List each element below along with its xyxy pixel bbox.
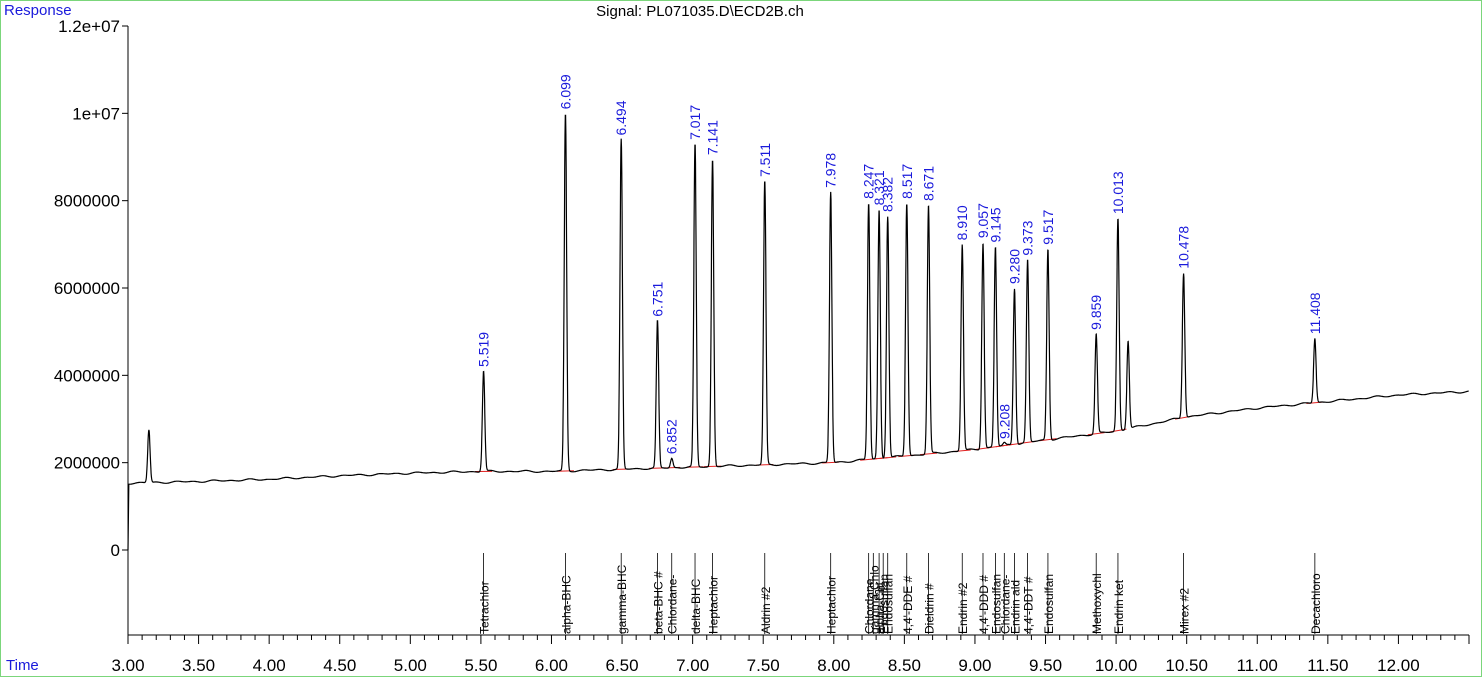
peak-labels: 5.519 6.099 6.494 6.751 6.852 7.017 7.141 7.511… <box>476 74 1323 454</box>
y-tick-label: 6000000 <box>54 279 120 298</box>
compound-label: 4,4'-DDE # <box>901 575 915 634</box>
x-tick-label: 8.50 <box>888 656 921 675</box>
compound-label: Aldrin #2 <box>759 586 773 634</box>
peak-label: 8.671 <box>921 166 937 201</box>
peak-label: 6.852 <box>664 419 680 454</box>
peak-label: 8.910 <box>954 205 970 240</box>
compound-label: delta-BHC <box>689 578 703 634</box>
peak-label: 7.017 <box>687 105 703 140</box>
peak-label: 6.494 <box>613 100 629 135</box>
compound-label: Endrin #2 <box>956 582 970 634</box>
axes: 0 2000000 4000000 6000000 8000000 1e+07 1.2e+0… <box>54 17 1470 675</box>
x-tick-label: 7.50 <box>747 656 780 675</box>
peak-label: 9.208 <box>996 404 1012 439</box>
peak-label: 7.141 <box>705 120 721 155</box>
chart-title: Signal: PL071035.D\ECD2B.ch <box>596 3 804 20</box>
compound-label: Decachloro <box>1309 573 1323 634</box>
peak-label: 8.382 <box>880 177 896 212</box>
compound-label: Chlordane- <box>998 575 1012 634</box>
x-tick-label: 5.00 <box>394 656 427 675</box>
x-tick-label: 6.00 <box>535 656 568 675</box>
y-axis-title: Response <box>4 2 72 19</box>
compound-label: gamma-BHC <box>615 564 629 634</box>
y-tick-label: 1.2e+07 <box>58 17 120 36</box>
compound-label: alpha-BHC <box>559 575 573 634</box>
peak-label: 8.247 <box>861 164 877 199</box>
compound-label: 4,4'-DDD # <box>977 575 991 634</box>
peak-label: 6.099 <box>557 74 573 109</box>
peak-label: 11.408 <box>1307 292 1323 334</box>
x-tick-label: 10.50 <box>1165 656 1208 675</box>
y-tick-label: 0 <box>111 541 120 560</box>
compound-label: Tetrachlor <box>478 581 492 634</box>
compound-label: Endrin ald <box>1008 580 1022 634</box>
y-tick-label: 2000000 <box>54 454 120 473</box>
peak-label: 9.145 <box>987 207 1003 242</box>
peak-label: 10.013 <box>1110 171 1126 214</box>
peak-label: 8.321 <box>871 170 887 205</box>
x-tick-label: 5.50 <box>464 656 497 675</box>
signal-trace <box>127 114 1469 551</box>
compound-label: Endosulfan <box>1042 574 1056 634</box>
integration-baseline <box>879 456 897 459</box>
y-tick-label: 8000000 <box>54 192 120 211</box>
peak-label: 7.978 <box>823 153 839 188</box>
peak-label: 5.519 <box>476 332 492 367</box>
compound-label: Chlordane- <box>666 575 680 634</box>
compound-label: Heptachlor <box>707 576 721 634</box>
peak-label: 7.511 <box>757 143 773 177</box>
compound-label: Dieldrin # <box>923 583 937 634</box>
peak-label: 8.517 <box>899 164 915 199</box>
compound-label: gamma-Chlo <box>867 565 881 634</box>
x-tick-label: 9.50 <box>1029 656 1062 675</box>
peak-label: 6.751 <box>649 282 665 317</box>
compound-label: Mirex #2 <box>1178 588 1192 634</box>
peak-label: 9.280 <box>1006 249 1022 284</box>
integration-baseline <box>556 470 574 472</box>
peak-label: 9.057 <box>975 203 991 238</box>
compound-label: Endosulfan <box>989 574 1003 634</box>
compound-label: Endosulfan <box>882 574 896 634</box>
baseline-marks <box>475 401 1324 473</box>
compound-label: Endrin ket <box>1112 579 1126 634</box>
y-tick-label: 4000000 <box>54 366 120 385</box>
x-tick-label: 4.00 <box>253 656 286 675</box>
peak-label: 10.478 <box>1176 226 1192 269</box>
peak-label: 9.859 <box>1088 295 1104 330</box>
compound-names: Tetrachlor alpha-BHC gamma-BHC beta-BHC # Ch… <box>478 553 1323 634</box>
y-tick-label: 1e+07 <box>72 104 120 123</box>
x-tick-label: 10.00 <box>1095 656 1138 675</box>
x-tick-label: 11.50 <box>1307 656 1348 675</box>
compound-label: Methoxychl <box>1090 573 1104 634</box>
x-tick-label: 3.00 <box>111 656 144 675</box>
compound-label: beta-BHC # <box>651 571 665 634</box>
compound-label: 4,4'-DDT # <box>1022 576 1036 634</box>
x-tick-label: 11.00 <box>1237 656 1278 675</box>
peak-label: 9.373 <box>1020 220 1036 255</box>
x-tick-label: 12.00 <box>1377 656 1420 675</box>
compound-label: alpha-Chl <box>873 583 887 634</box>
x-axis-title: Time <box>6 657 39 674</box>
x-tick-label: 8.00 <box>817 656 850 675</box>
peak-label: 9.517 <box>1040 209 1056 244</box>
x-tick-label: 9.00 <box>958 656 991 675</box>
integration-baseline <box>1087 432 1105 436</box>
x-tick-label: 4.50 <box>323 656 356 675</box>
x-tick-label: 6.50 <box>606 656 639 675</box>
x-tick-label: 3.50 <box>182 656 215 675</box>
compound-label: Heptachlor <box>825 576 839 634</box>
x-tick-label: 7.00 <box>676 656 709 675</box>
